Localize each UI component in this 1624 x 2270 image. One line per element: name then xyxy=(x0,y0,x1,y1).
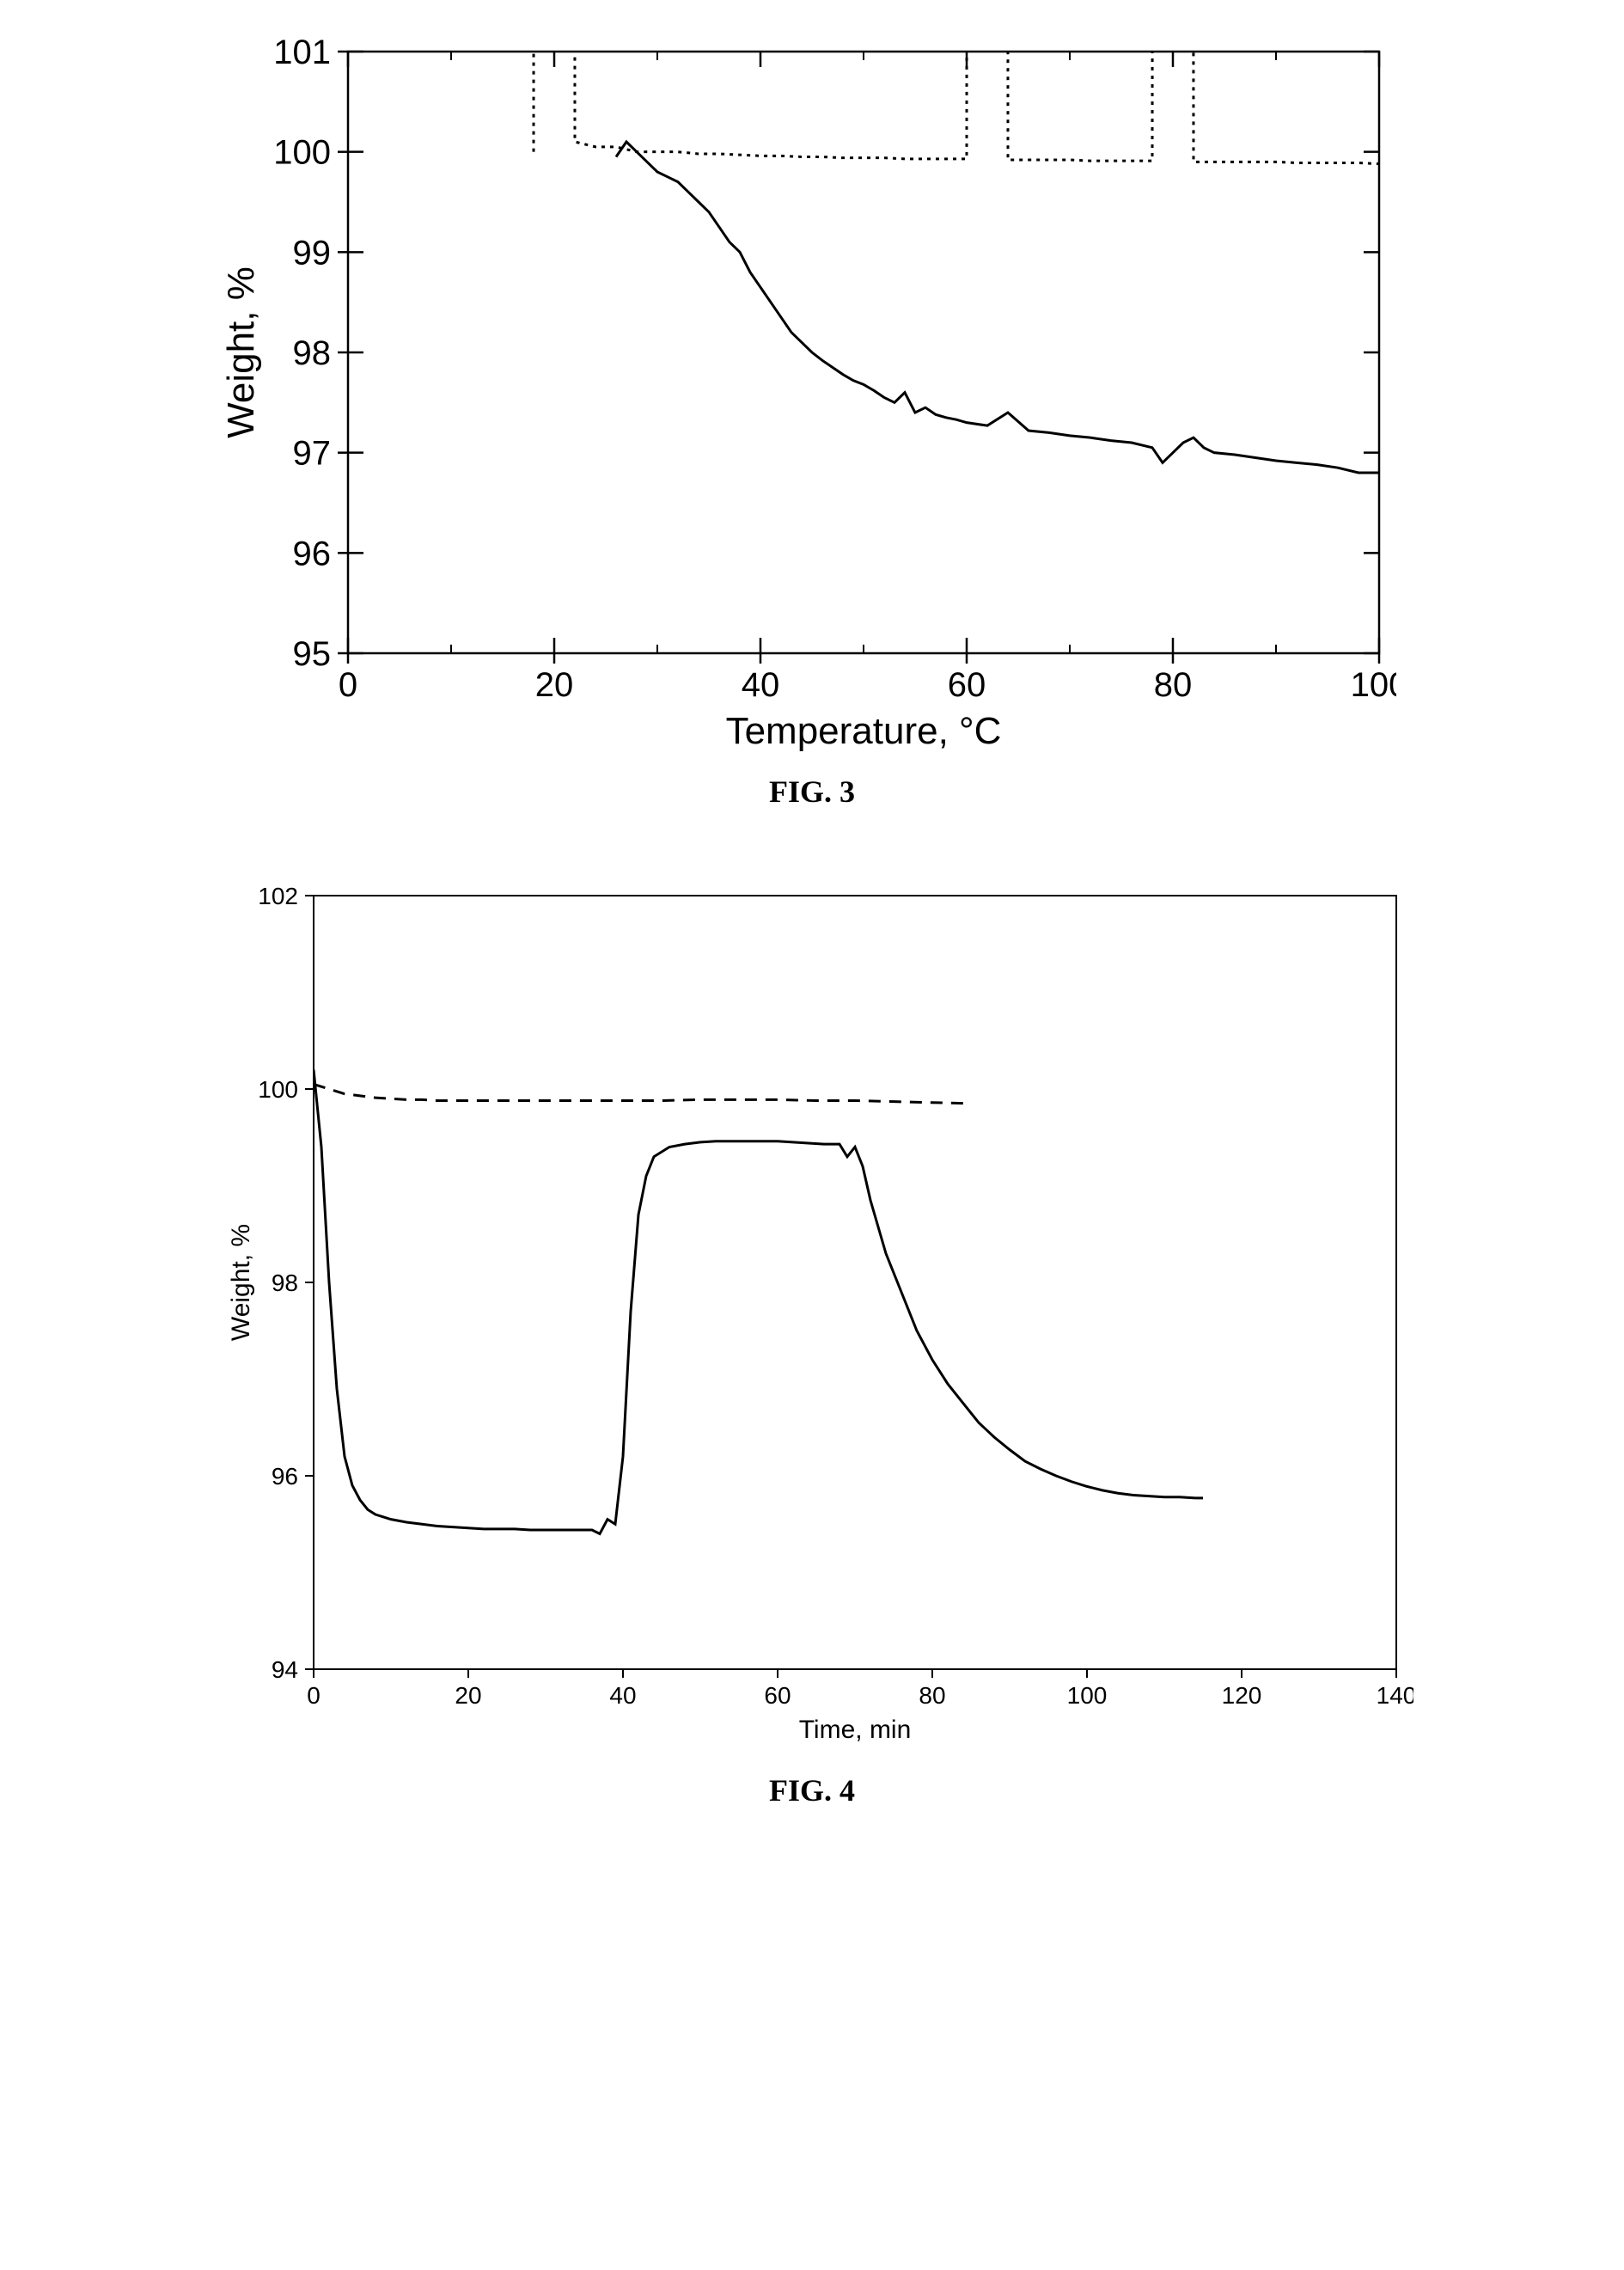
svg-text:20: 20 xyxy=(535,666,574,704)
svg-text:0: 0 xyxy=(307,1682,321,1709)
svg-text:Weight, %: Weight, % xyxy=(227,1224,255,1341)
svg-text:80: 80 xyxy=(1154,666,1193,704)
fig4-container: 0 20 40 60 80 100 120 140 94 96 98 100 102 Time, min W… xyxy=(211,878,1413,1808)
svg-text:101: 101 xyxy=(273,34,331,71)
fig4-caption: FIG. 4 xyxy=(211,1772,1413,1808)
svg-text:102: 102 xyxy=(258,883,298,909)
svg-text:40: 40 xyxy=(742,666,780,704)
svg-text:97: 97 xyxy=(293,435,332,473)
svg-text:100: 100 xyxy=(258,1076,298,1103)
svg-text:40: 40 xyxy=(609,1682,636,1709)
svg-text:80: 80 xyxy=(919,1682,945,1709)
svg-text:Time, min: Time, min xyxy=(799,1716,912,1744)
svg-text:60: 60 xyxy=(948,666,986,704)
fig4-chart: 0 20 40 60 80 100 120 140 94 96 98 100 102 Time, min W… xyxy=(211,878,1413,1755)
fig3-caption: FIG. 3 xyxy=(211,774,1413,810)
fig3-container: 0 20 40 60 80 100 95 96 97 98 99 100 101 Temperature,… xyxy=(211,34,1413,810)
svg-text:20: 20 xyxy=(455,1682,481,1709)
svg-text:96: 96 xyxy=(293,535,332,572)
fig3-chart: 0 20 40 60 80 100 95 96 97 98 99 100 101 Temperature,… xyxy=(211,34,1396,756)
svg-text:Weight, %: Weight, % xyxy=(220,266,262,438)
svg-text:140: 140 xyxy=(1377,1682,1413,1709)
svg-text:98: 98 xyxy=(293,334,332,372)
svg-text:95: 95 xyxy=(293,635,332,673)
svg-text:100: 100 xyxy=(1067,1682,1108,1709)
svg-text:96: 96 xyxy=(272,1463,298,1490)
svg-text:94: 94 xyxy=(272,1656,298,1683)
svg-text:100: 100 xyxy=(273,134,331,172)
svg-text:120: 120 xyxy=(1222,1682,1262,1709)
svg-text:99: 99 xyxy=(293,234,332,272)
svg-text:Temperature, °C: Temperature, °C xyxy=(726,710,1002,752)
svg-text:60: 60 xyxy=(764,1682,791,1709)
svg-text:98: 98 xyxy=(272,1270,298,1296)
svg-text:100: 100 xyxy=(1351,666,1396,704)
svg-text:0: 0 xyxy=(339,666,357,704)
